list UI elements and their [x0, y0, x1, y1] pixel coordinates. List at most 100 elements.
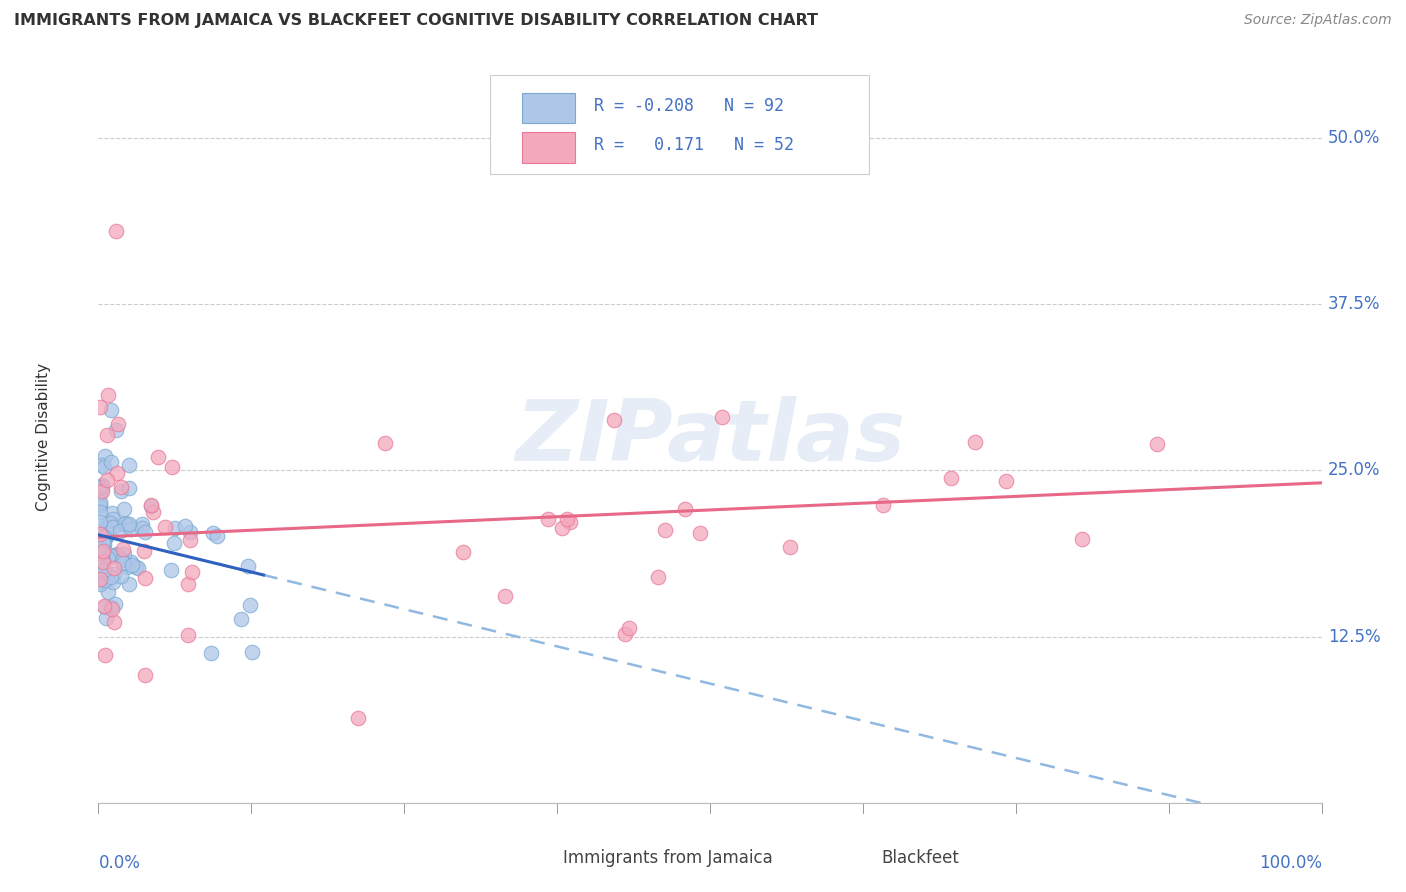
- Point: [134, 571, 156, 585]
- Point: [111, 553, 134, 567]
- Point: [132, 544, 155, 558]
- FancyBboxPatch shape: [522, 93, 575, 123]
- Point: [101, 512, 124, 526]
- Point: [689, 525, 711, 540]
- Point: [110, 524, 132, 538]
- Point: [104, 424, 127, 438]
- Point: [115, 516, 138, 531]
- Point: [107, 417, 129, 431]
- Point: [139, 498, 162, 512]
- Point: [613, 627, 636, 641]
- Point: [100, 403, 122, 417]
- Point: [100, 570, 122, 584]
- Point: [103, 566, 125, 581]
- Point: [93, 574, 115, 588]
- Point: [125, 559, 148, 574]
- Point: [91, 534, 114, 549]
- Point: [162, 459, 184, 474]
- Point: [347, 711, 370, 725]
- Point: [146, 450, 169, 464]
- Point: [89, 505, 111, 519]
- Point: [120, 522, 142, 536]
- Point: [647, 570, 669, 584]
- Point: [117, 517, 139, 532]
- FancyBboxPatch shape: [512, 846, 555, 871]
- Point: [617, 621, 640, 635]
- Point: [101, 520, 124, 534]
- Point: [994, 474, 1017, 488]
- Point: [103, 615, 125, 629]
- Point: [90, 480, 112, 494]
- Text: 0.0%: 0.0%: [98, 854, 141, 872]
- Point: [94, 648, 117, 663]
- Point: [89, 485, 111, 500]
- FancyBboxPatch shape: [522, 132, 575, 163]
- Point: [112, 547, 135, 561]
- Point: [97, 387, 120, 401]
- Point: [112, 556, 135, 570]
- Point: [112, 502, 135, 516]
- Point: [121, 558, 143, 572]
- Point: [494, 589, 516, 603]
- Text: 12.5%: 12.5%: [1327, 628, 1381, 646]
- Point: [89, 574, 111, 589]
- Point: [180, 566, 202, 580]
- Point: [90, 478, 112, 492]
- Point: [104, 224, 127, 238]
- Point: [103, 560, 125, 574]
- Point: [104, 597, 127, 611]
- Point: [131, 521, 153, 535]
- Text: 50.0%: 50.0%: [1327, 128, 1381, 147]
- Point: [101, 575, 124, 590]
- Point: [131, 517, 153, 532]
- Point: [240, 645, 263, 659]
- Point: [229, 612, 252, 626]
- Point: [453, 544, 475, 558]
- Point: [96, 530, 118, 544]
- Point: [91, 554, 114, 568]
- Point: [110, 569, 132, 583]
- Point: [101, 602, 124, 616]
- Point: [93, 599, 115, 613]
- Point: [872, 498, 894, 512]
- Point: [163, 521, 186, 535]
- Point: [97, 526, 120, 541]
- Point: [558, 515, 581, 529]
- Point: [89, 576, 111, 591]
- Point: [89, 497, 111, 511]
- Point: [90, 565, 112, 579]
- Point: [159, 563, 181, 577]
- Point: [89, 554, 111, 568]
- Point: [142, 505, 165, 519]
- Point: [134, 524, 156, 539]
- Point: [89, 400, 111, 414]
- Point: [89, 515, 111, 529]
- Text: ZIPatlas: ZIPatlas: [515, 395, 905, 479]
- Point: [941, 471, 963, 485]
- Text: R = -0.208   N = 92: R = -0.208 N = 92: [593, 97, 783, 115]
- Point: [110, 484, 132, 499]
- Point: [94, 516, 117, 531]
- Point: [374, 436, 396, 450]
- Point: [118, 481, 141, 495]
- Point: [93, 537, 115, 551]
- Point: [98, 516, 121, 530]
- Point: [91, 540, 114, 554]
- Point: [537, 512, 560, 526]
- Point: [96, 474, 118, 488]
- Point: [117, 519, 139, 533]
- Point: [93, 599, 115, 614]
- Point: [654, 523, 676, 537]
- Point: [127, 561, 149, 575]
- Point: [100, 549, 122, 563]
- Text: 100.0%: 100.0%: [1258, 854, 1322, 872]
- Text: Cognitive Disability: Cognitive Disability: [37, 363, 51, 511]
- Point: [100, 600, 122, 615]
- Point: [104, 548, 127, 562]
- Point: [93, 536, 115, 550]
- Point: [779, 540, 801, 554]
- Text: Source: ZipAtlas.com: Source: ZipAtlas.com: [1244, 13, 1392, 28]
- Point: [238, 558, 260, 573]
- Point: [163, 536, 186, 550]
- Point: [202, 526, 225, 541]
